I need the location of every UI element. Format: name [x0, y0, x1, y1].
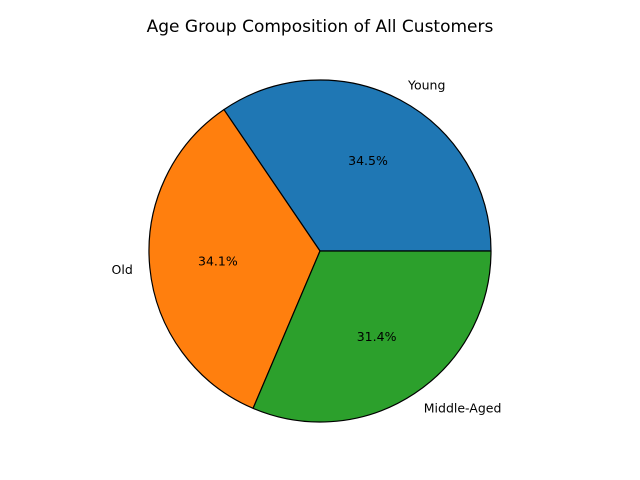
- chart-title: Age Group Composition of All Customers: [147, 17, 494, 37]
- pie-slices: [148, 79, 492, 423]
- pie-slice-young: [223, 79, 492, 252]
- slice-label-middle-aged: Middle-Aged: [424, 400, 502, 415]
- pie-slice-old: [148, 108, 321, 409]
- pie-slice-middle-aged: [252, 250, 492, 423]
- pie-labels: Young 34.5% Old 34.1% Middle-Aged 31.4%: [112, 77, 502, 415]
- slice-label-old: Old: [112, 262, 133, 277]
- slice-percent-middle-aged: 31.4%: [357, 329, 397, 344]
- slice-percent-young: 34.5%: [348, 153, 388, 168]
- slice-label-young: Young: [407, 77, 445, 92]
- slice-percent-old: 34.1%: [198, 253, 238, 268]
